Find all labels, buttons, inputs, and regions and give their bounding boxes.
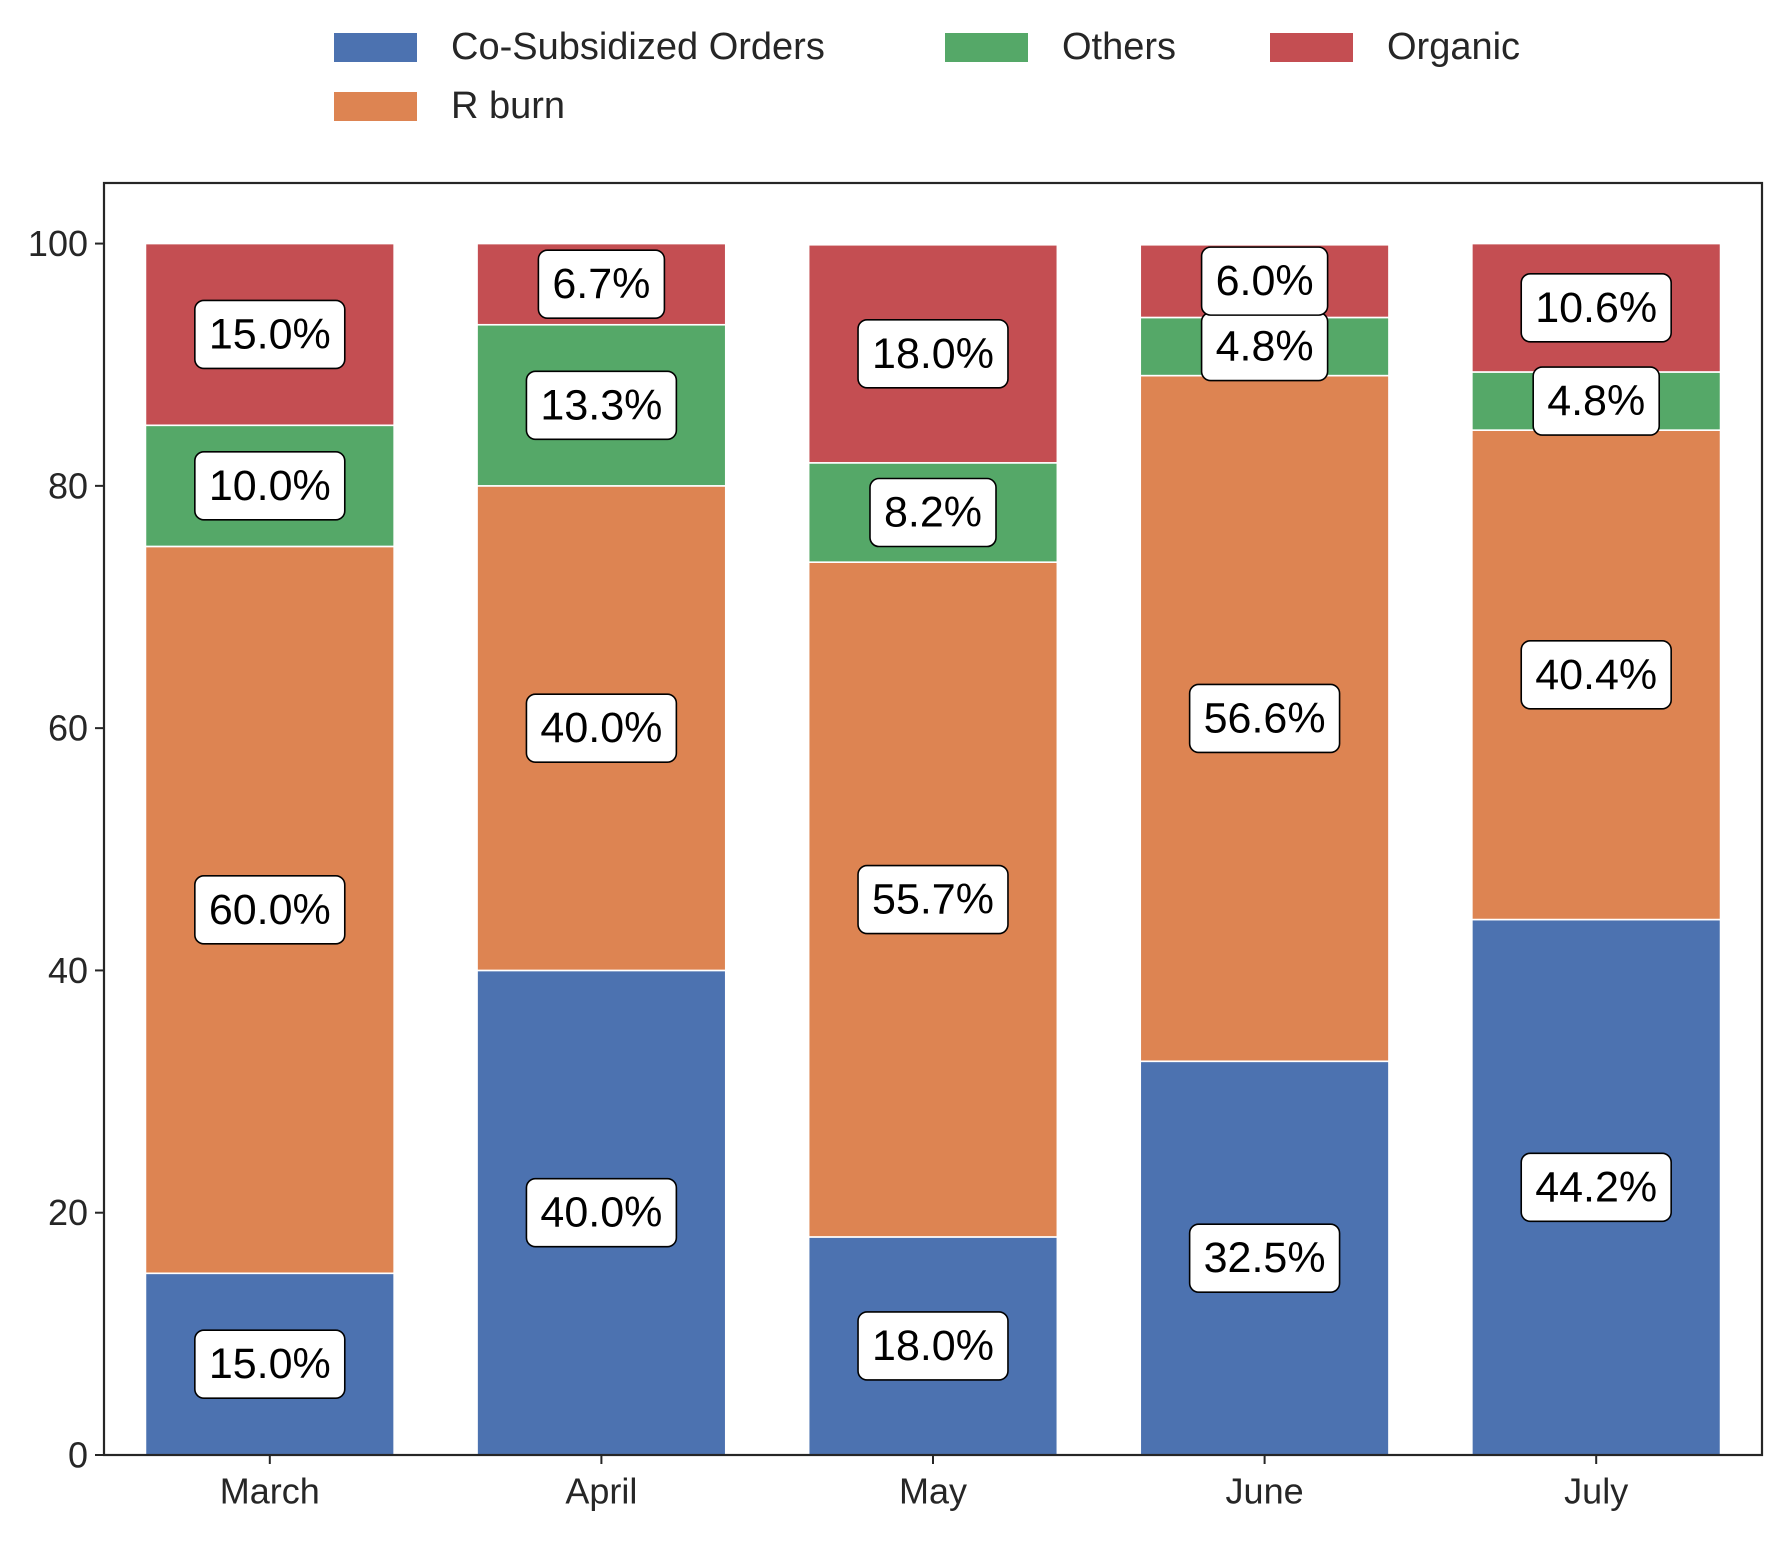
data-label-others-june: 4.8% bbox=[1200, 311, 1329, 382]
data-label-text: 6.0% bbox=[1216, 257, 1314, 305]
data-label-box bbox=[1188, 1223, 1341, 1293]
x-tick-label-april: April bbox=[565, 1471, 637, 1512]
data-label-others-july: 4.8% bbox=[1532, 366, 1661, 436]
x-tick-label-june: June bbox=[1226, 1471, 1304, 1512]
legend-label: Co-Subsidized Orders bbox=[451, 26, 825, 68]
data-labels: 15.0% 60.0% 10.0% 15.0% 40.0% 40.0% 13.3% 6.7% 1… bbox=[194, 246, 1672, 1399]
data-label-text: 10.0% bbox=[209, 462, 331, 510]
data-label-box bbox=[857, 864, 1009, 935]
data-label-box bbox=[1532, 366, 1661, 436]
data-label-box bbox=[857, 319, 1009, 389]
legend-item-organic: Organic bbox=[1270, 26, 1520, 68]
legend-label: R burn bbox=[451, 85, 565, 127]
data-label-r-burn-may: 55.7% bbox=[857, 864, 1009, 935]
data-label-box bbox=[857, 1311, 1009, 1381]
legend-item-r-burn: R burn bbox=[334, 85, 565, 127]
data-label-text: 4.8% bbox=[1216, 323, 1314, 371]
data-label-text: 55.7% bbox=[872, 876, 994, 924]
data-label-box bbox=[194, 451, 346, 521]
data-label-box bbox=[525, 693, 678, 763]
data-label-others-april: 13.3% bbox=[525, 370, 678, 441]
legend-swatch bbox=[334, 92, 417, 121]
data-label-others-may: 8.2% bbox=[869, 477, 997, 548]
data-label-organic-july: 10.6% bbox=[1520, 272, 1672, 343]
x-axis: March April May June July bbox=[220, 1455, 1628, 1512]
data-label-r-burn-july: 40.4% bbox=[1520, 640, 1672, 710]
data-label-text: 18.0% bbox=[872, 330, 994, 378]
data-label-co-subsidized-orders-march: 15.0% bbox=[194, 1329, 346, 1399]
data-label-r-burn-april: 40.0% bbox=[525, 693, 678, 763]
data-label-box bbox=[1520, 640, 1672, 710]
bars bbox=[144, 242, 1722, 1456]
data-label-organic-may: 18.0% bbox=[857, 319, 1009, 389]
data-label-text: 8.2% bbox=[884, 489, 982, 537]
data-label-text: 10.6% bbox=[1535, 284, 1657, 332]
data-label-box bbox=[194, 299, 346, 370]
data-label-box bbox=[1520, 1152, 1672, 1223]
data-label-box bbox=[525, 370, 678, 441]
legend-item-others: Others bbox=[945, 26, 1176, 68]
data-label-co-subsidized-orders-july: 44.2% bbox=[1520, 1152, 1672, 1223]
data-label-text: 15.0% bbox=[209, 310, 331, 358]
legend-label: Others bbox=[1062, 26, 1176, 68]
data-label-co-subsidized-orders-april: 40.0% bbox=[525, 1177, 678, 1248]
data-label-text: 6.7% bbox=[552, 260, 650, 308]
data-label-text: 40.4% bbox=[1535, 651, 1657, 699]
legend-swatch bbox=[945, 33, 1028, 62]
y-axis: 0 20 40 60 80 100 bbox=[28, 223, 104, 1476]
y-tick-label: 80 bbox=[48, 465, 88, 506]
data-label-text: 32.5% bbox=[1204, 1234, 1326, 1282]
data-label-text: 40.0% bbox=[540, 1189, 662, 1237]
data-label-others-march: 10.0% bbox=[194, 451, 346, 521]
data-label-text: 44.2% bbox=[1535, 1163, 1657, 1211]
data-label-co-subsidized-orders-june: 32.5% bbox=[1188, 1223, 1341, 1293]
data-label-box bbox=[194, 1329, 346, 1399]
data-label-box bbox=[1188, 683, 1341, 754]
data-label-text: 13.3% bbox=[540, 381, 662, 429]
y-tick-label: 100 bbox=[28, 223, 88, 264]
data-label-text: 60.0% bbox=[209, 886, 331, 934]
data-label-text: 40.0% bbox=[540, 704, 662, 752]
data-label-box bbox=[537, 249, 666, 319]
legend-swatch bbox=[334, 33, 417, 62]
x-tick-label-july: July bbox=[1564, 1471, 1628, 1512]
x-tick-label-may: May bbox=[899, 1471, 967, 1512]
data-label-text: 18.0% bbox=[872, 1322, 994, 1370]
data-label-box bbox=[194, 875, 346, 945]
data-label-organic-april: 6.7% bbox=[537, 249, 666, 319]
y-tick-label: 20 bbox=[48, 1192, 88, 1233]
y-tick-label: 0 bbox=[68, 1435, 88, 1476]
data-label-r-burn-march: 60.0% bbox=[194, 875, 346, 945]
data-label-r-burn-june: 56.6% bbox=[1188, 683, 1341, 754]
y-tick-label: 40 bbox=[48, 950, 88, 991]
data-label-box bbox=[1520, 272, 1672, 343]
data-label-box bbox=[869, 477, 997, 548]
y-tick-label: 60 bbox=[48, 708, 88, 749]
legend-item-co-subsidized-orders: Co-Subsidized Orders bbox=[334, 26, 825, 68]
data-label-co-subsidized-orders-may: 18.0% bbox=[857, 1311, 1009, 1381]
legend-label: Organic bbox=[1387, 26, 1520, 68]
legend: Co-Subsidized Orders R burn Others Organic bbox=[334, 26, 1520, 127]
data-label-organic-march: 15.0% bbox=[194, 299, 346, 370]
data-label-text: 4.8% bbox=[1547, 377, 1645, 425]
data-label-text: 56.6% bbox=[1204, 694, 1326, 742]
data-label-box bbox=[525, 1177, 678, 1248]
legend-swatch bbox=[1270, 33, 1353, 62]
data-label-organic-june: 6.0% bbox=[1200, 246, 1329, 316]
data-label-box bbox=[1200, 246, 1329, 316]
x-tick-label-march: March bbox=[220, 1471, 320, 1512]
data-label-text: 15.0% bbox=[209, 1340, 331, 1388]
